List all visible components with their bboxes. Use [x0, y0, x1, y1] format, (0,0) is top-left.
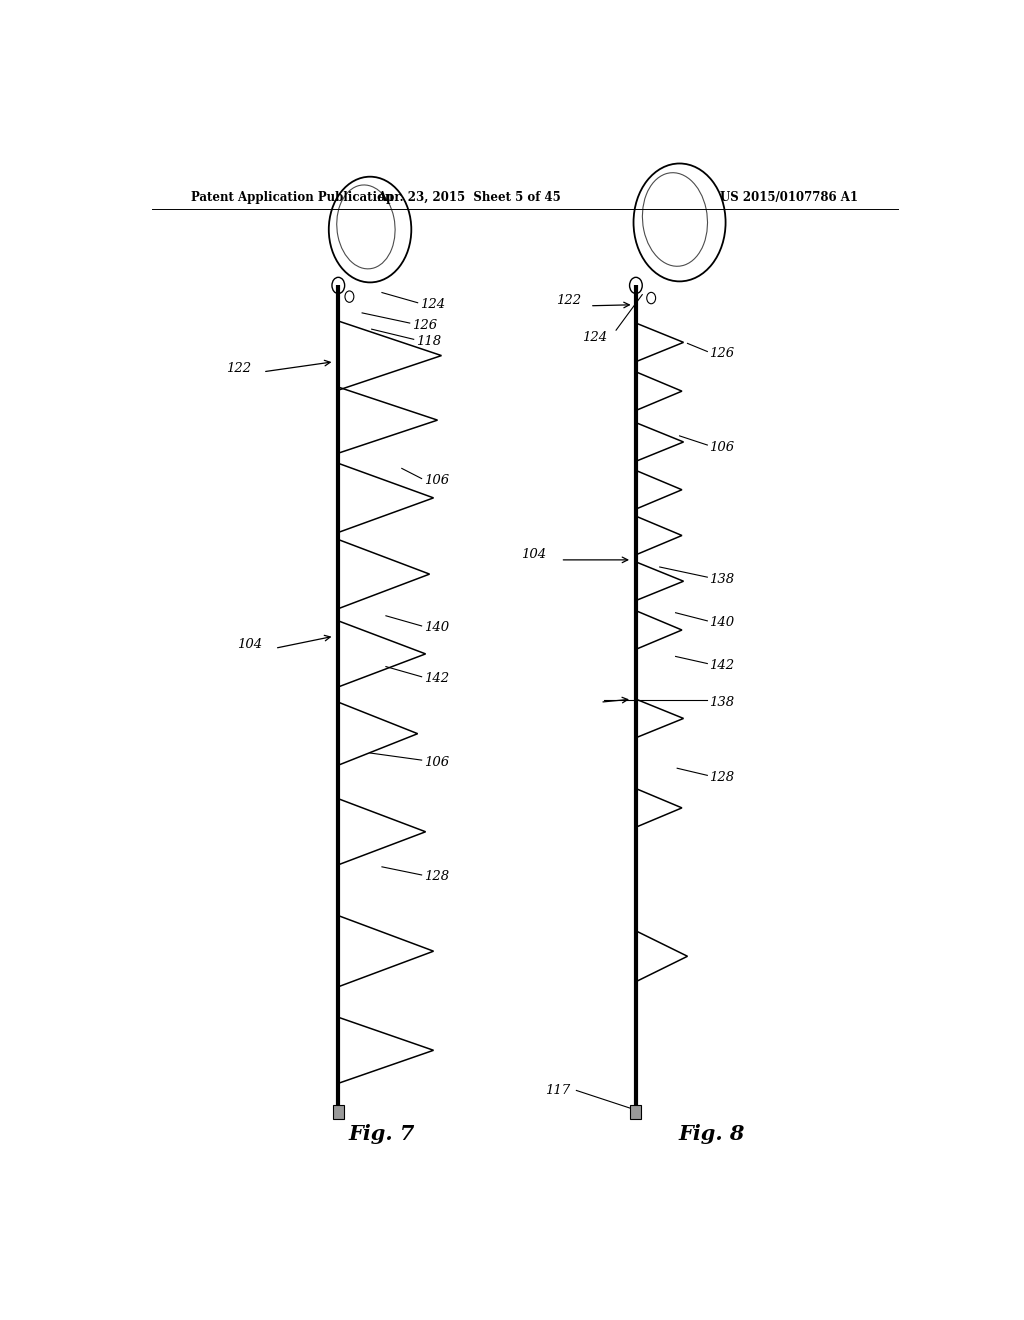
Text: 138: 138 — [709, 573, 734, 586]
Text: Fig. 8: Fig. 8 — [678, 1125, 744, 1144]
Text: 126: 126 — [412, 318, 437, 331]
Text: 140: 140 — [424, 622, 450, 635]
Text: 140: 140 — [709, 616, 734, 630]
Text: 142: 142 — [709, 659, 734, 672]
Text: 128: 128 — [709, 771, 734, 784]
Text: 104: 104 — [521, 548, 546, 561]
Text: 124: 124 — [582, 331, 607, 343]
Text: Apr. 23, 2015  Sheet 5 of 45: Apr. 23, 2015 Sheet 5 of 45 — [378, 191, 561, 203]
Bar — [631, 1105, 641, 1119]
Text: 122: 122 — [225, 362, 251, 375]
Text: 142: 142 — [424, 672, 450, 685]
Text: 106: 106 — [424, 755, 450, 768]
Text: Patent Application Publication: Patent Application Publication — [191, 191, 394, 203]
Text: 128: 128 — [424, 870, 450, 883]
Text: 122: 122 — [557, 294, 582, 308]
Text: 126: 126 — [709, 347, 734, 360]
Bar — [333, 1105, 344, 1119]
Text: 106: 106 — [424, 474, 450, 487]
Text: 118: 118 — [416, 335, 441, 348]
Text: Fig. 7: Fig. 7 — [349, 1125, 415, 1144]
Text: 104: 104 — [238, 638, 262, 651]
Text: 124: 124 — [420, 298, 445, 312]
Text: US 2015/0107786 A1: US 2015/0107786 A1 — [720, 191, 858, 203]
Text: 117: 117 — [545, 1084, 569, 1097]
Text: 106: 106 — [709, 441, 734, 454]
Text: 138: 138 — [709, 696, 734, 709]
